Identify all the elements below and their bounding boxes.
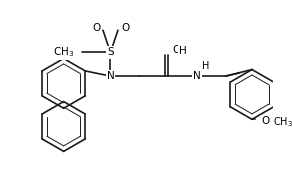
Text: H: H bbox=[179, 46, 187, 56]
Text: N: N bbox=[107, 71, 114, 81]
Text: O: O bbox=[121, 23, 130, 33]
Text: H: H bbox=[202, 61, 209, 71]
Text: S: S bbox=[107, 48, 114, 57]
Text: O: O bbox=[92, 23, 100, 33]
Text: O: O bbox=[261, 116, 269, 126]
Text: O: O bbox=[173, 45, 181, 55]
Text: N: N bbox=[193, 71, 201, 81]
Text: CH$_3$: CH$_3$ bbox=[273, 115, 292, 129]
Text: CH$_3$: CH$_3$ bbox=[53, 46, 74, 59]
